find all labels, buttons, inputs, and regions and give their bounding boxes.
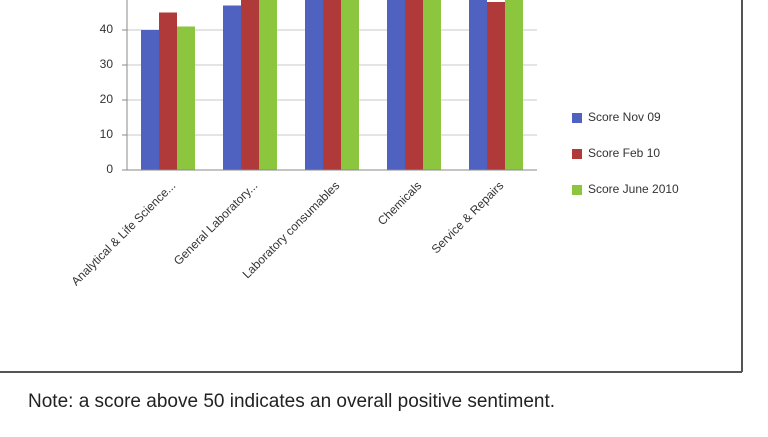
bar	[387, 0, 405, 170]
legend-label: Score Feb 10	[588, 146, 660, 160]
bar	[177, 26, 195, 170]
note: Note: a score above 50 indicates an over…	[28, 391, 555, 412]
legend-swatch	[572, 185, 582, 195]
bar	[423, 0, 441, 170]
x-tick-label: Chemicals	[375, 178, 425, 228]
bar	[141, 30, 159, 170]
bar	[487, 2, 505, 170]
bar	[159, 12, 177, 170]
bar	[259, 0, 277, 170]
bar	[341, 0, 359, 170]
y-tick-label: 40	[100, 22, 114, 36]
legend-label: Score Nov 09	[588, 110, 661, 124]
y-tick-label: 50	[100, 0, 114, 1]
bar	[405, 0, 423, 170]
legend-swatch	[572, 113, 582, 123]
bar	[241, 0, 259, 170]
bar	[323, 0, 341, 170]
x-tick-label: Analytical & Life Science...	[68, 178, 178, 288]
x-tick-label: Laboratory consumables	[240, 178, 343, 281]
y-tick-label: 30	[100, 57, 114, 71]
x-tick-label: Service & Repairs	[429, 178, 507, 256]
bar	[223, 5, 241, 170]
y-tick-label: 0	[106, 162, 113, 176]
legend-swatch	[572, 149, 582, 159]
bar	[305, 0, 323, 170]
bar	[469, 0, 487, 170]
y-tick-label: 20	[100, 92, 114, 106]
x-tick-label: General Laboratory...	[171, 178, 260, 267]
y-tick-label: 10	[100, 127, 114, 141]
bar	[505, 0, 523, 170]
legend-label: Score June 2010	[588, 182, 679, 196]
